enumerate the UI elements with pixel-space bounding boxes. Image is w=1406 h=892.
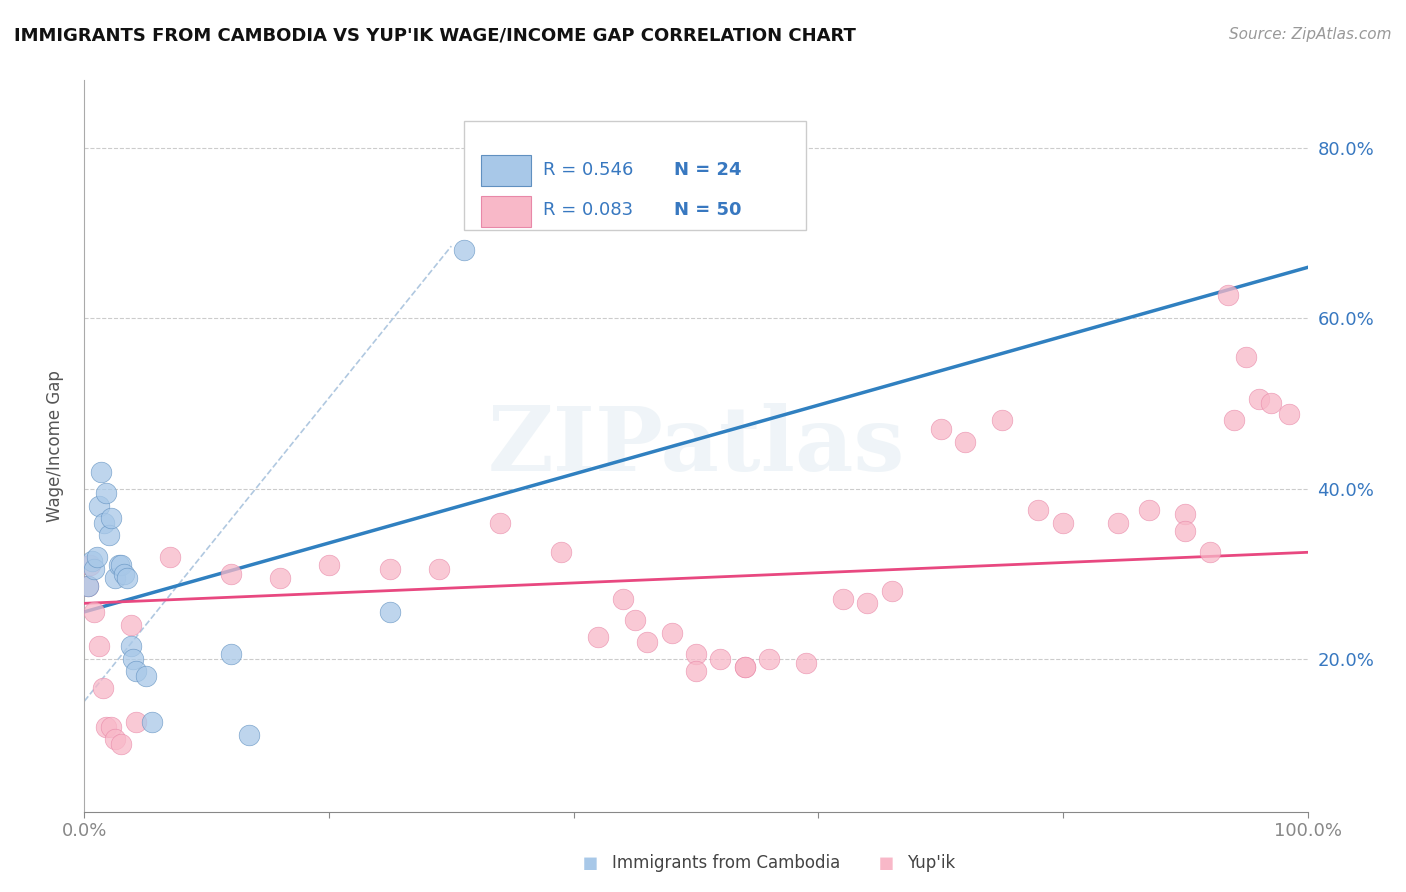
Point <box>125 665 148 679</box>
Point <box>929 422 952 436</box>
Point <box>586 631 609 645</box>
Point <box>880 583 903 598</box>
Point <box>86 549 108 564</box>
Text: ▪: ▪ <box>582 852 599 875</box>
Point <box>238 728 260 742</box>
Point <box>734 660 756 674</box>
Point <box>141 715 163 730</box>
Text: Yup'ik: Yup'ik <box>907 855 955 872</box>
Point <box>489 516 512 530</box>
Point <box>80 554 103 568</box>
Point <box>1223 413 1246 427</box>
Point <box>1028 503 1050 517</box>
Point <box>87 639 110 653</box>
Point <box>93 516 115 530</box>
Point <box>96 720 118 734</box>
Point <box>100 511 122 525</box>
Point <box>953 434 976 449</box>
Text: ▪: ▪ <box>877 852 894 875</box>
Point <box>125 715 148 730</box>
Point <box>83 605 105 619</box>
Point <box>87 499 110 513</box>
Point <box>77 579 100 593</box>
Text: IMMIGRANTS FROM CAMBODIA VS YUP'IK WAGE/INCOME GAP CORRELATION CHART: IMMIGRANTS FROM CAMBODIA VS YUP'IK WAGE/… <box>14 27 856 45</box>
Point <box>318 558 340 572</box>
Point <box>624 613 647 627</box>
Point <box>120 617 142 632</box>
Text: ZIPatlas: ZIPatlas <box>488 402 904 490</box>
Text: Immigrants from Cambodia: Immigrants from Cambodia <box>612 855 839 872</box>
Point <box>90 465 112 479</box>
Point <box>636 634 658 648</box>
Point <box>1260 396 1282 410</box>
FancyBboxPatch shape <box>464 120 806 230</box>
Point <box>1278 407 1301 421</box>
Point <box>1174 507 1197 521</box>
Point <box>104 732 127 747</box>
Point <box>219 566 242 581</box>
Point <box>115 571 138 585</box>
Point <box>97 528 120 542</box>
Point <box>112 566 135 581</box>
Point <box>77 579 100 593</box>
Point <box>794 656 817 670</box>
Point <box>1174 524 1197 538</box>
Point <box>96 485 118 500</box>
Point <box>135 668 157 682</box>
Point <box>83 562 105 576</box>
Point <box>91 681 114 696</box>
Point <box>110 558 132 572</box>
Text: N = 24: N = 24 <box>673 161 741 178</box>
Point <box>107 558 129 572</box>
Point <box>734 660 756 674</box>
Point <box>1198 545 1220 559</box>
Point <box>1247 392 1270 407</box>
Point <box>685 665 707 679</box>
Point <box>1236 350 1258 364</box>
Text: R = 0.083: R = 0.083 <box>543 202 633 219</box>
Point <box>269 571 291 585</box>
Point <box>758 651 780 665</box>
FancyBboxPatch shape <box>481 196 531 227</box>
Point <box>831 592 853 607</box>
Point <box>159 549 181 564</box>
Point <box>427 562 450 576</box>
Text: Source: ZipAtlas.com: Source: ZipAtlas.com <box>1229 27 1392 42</box>
Point <box>856 596 879 610</box>
Point <box>453 244 475 258</box>
Point <box>685 648 707 662</box>
Point <box>100 720 122 734</box>
Point <box>122 651 145 665</box>
Point <box>79 558 101 572</box>
Text: N = 50: N = 50 <box>673 202 741 219</box>
Point <box>991 413 1014 427</box>
Point <box>120 639 142 653</box>
Point <box>1107 516 1129 530</box>
Point <box>612 592 634 607</box>
Point <box>380 562 402 576</box>
Point <box>550 545 572 559</box>
Text: R = 0.546: R = 0.546 <box>543 161 634 178</box>
Point <box>219 648 242 662</box>
Point <box>709 651 731 665</box>
Point <box>661 626 683 640</box>
FancyBboxPatch shape <box>481 155 531 186</box>
Y-axis label: Wage/Income Gap: Wage/Income Gap <box>45 370 63 522</box>
Point <box>1216 287 1239 301</box>
Point <box>104 571 127 585</box>
Point <box>1137 503 1160 517</box>
Point <box>380 605 402 619</box>
Point <box>1052 516 1074 530</box>
Point <box>110 737 132 751</box>
